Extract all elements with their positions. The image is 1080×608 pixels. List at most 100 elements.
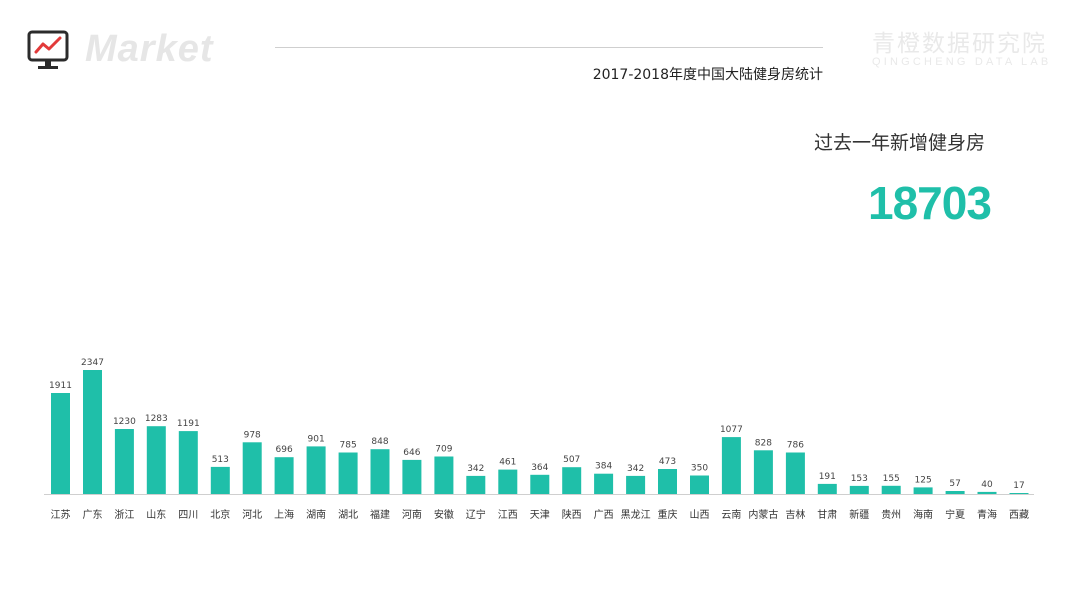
bar xyxy=(146,426,166,494)
stat-label: 过去一年新增健身房 xyxy=(814,132,986,154)
bar xyxy=(498,469,518,494)
category-label: 福建 xyxy=(370,508,390,521)
bar xyxy=(466,475,486,494)
data-label: 125 xyxy=(915,475,932,485)
bar xyxy=(274,457,294,494)
bar xyxy=(51,393,70,494)
bar xyxy=(434,456,454,494)
bar xyxy=(913,487,933,494)
category-label: 山东 xyxy=(146,508,166,521)
bar xyxy=(530,474,550,494)
data-label: 513 xyxy=(212,455,229,465)
data-label: 828 xyxy=(755,438,772,448)
data-label: 507 xyxy=(563,455,580,465)
data-label: 364 xyxy=(531,463,548,473)
bar xyxy=(817,483,837,494)
data-label: 342 xyxy=(627,464,644,474)
category-label: 浙江 xyxy=(114,509,134,521)
category-label: 辽宁 xyxy=(466,508,486,521)
bar xyxy=(785,452,805,494)
bar xyxy=(690,475,709,494)
data-label: 17 xyxy=(1013,481,1024,491)
category-label: 上海 xyxy=(274,508,294,521)
category-label: 宁夏 xyxy=(945,508,965,521)
data-label: 2347 xyxy=(81,358,104,368)
bar xyxy=(881,485,901,494)
bar xyxy=(594,473,614,494)
category-label: 安徽 xyxy=(434,508,454,521)
bar xyxy=(83,370,102,494)
data-label: 461 xyxy=(499,458,516,468)
bar xyxy=(721,437,741,494)
bar xyxy=(945,491,965,494)
chart-title: 2017-2018年度中国大陆健身房统计 xyxy=(592,67,823,83)
bar xyxy=(562,467,582,494)
data-label: 1230 xyxy=(113,417,136,427)
category-label: 湖南 xyxy=(306,508,326,521)
category-label: 内蒙古 xyxy=(748,508,778,521)
category-label: 河南 xyxy=(402,508,422,521)
bar xyxy=(178,431,198,494)
data-label: 155 xyxy=(883,474,900,484)
bar xyxy=(370,449,390,494)
bar xyxy=(626,475,646,494)
data-label: 40 xyxy=(981,480,993,490)
data-label: 57 xyxy=(949,479,960,489)
lab-logo-en: QINGCHENG DATA LAB xyxy=(872,56,1052,68)
data-label: 901 xyxy=(308,434,325,444)
data-label: 646 xyxy=(403,448,420,458)
category-label: 北京 xyxy=(210,508,230,521)
category-label: 陕西 xyxy=(562,508,582,521)
category-label: 江苏 xyxy=(51,508,71,521)
data-label: 785 xyxy=(340,441,357,451)
category-label: 广东 xyxy=(83,508,103,521)
data-label: 153 xyxy=(851,474,868,484)
data-label: 848 xyxy=(371,437,388,447)
category-label: 贵州 xyxy=(881,508,901,521)
data-label: 342 xyxy=(467,464,484,474)
category-label: 西藏 xyxy=(1009,509,1029,521)
category-label: 山西 xyxy=(690,509,710,521)
category-label: 湖北 xyxy=(338,509,358,521)
data-label: 978 xyxy=(244,430,261,440)
category-label: 青海 xyxy=(977,508,997,521)
category-label: 云南 xyxy=(721,508,741,521)
stat-value: 18703 xyxy=(868,177,992,229)
bar xyxy=(849,485,869,494)
bar xyxy=(1009,493,1029,494)
category-label: 黑龙江 xyxy=(621,508,651,521)
data-label: 473 xyxy=(659,457,676,467)
category-label: 吉林 xyxy=(785,508,805,521)
data-label: 786 xyxy=(787,441,804,451)
header-divider xyxy=(275,47,823,48)
brand-wordmark: Market xyxy=(85,28,214,70)
data-label: 350 xyxy=(691,464,708,474)
category-label: 江西 xyxy=(498,509,518,521)
category-label: 河北 xyxy=(242,509,262,521)
bar xyxy=(753,450,773,494)
category-label: 海南 xyxy=(913,508,933,521)
data-label: 1077 xyxy=(720,425,743,435)
category-label: 广西 xyxy=(594,509,614,521)
category-label: 新疆 xyxy=(849,508,869,521)
bar xyxy=(338,452,358,494)
data-label: 696 xyxy=(276,445,293,455)
category-label: 四川 xyxy=(178,510,198,521)
data-label: 384 xyxy=(595,462,612,472)
category-label: 天津 xyxy=(530,509,550,521)
data-label: 191 xyxy=(819,472,836,482)
monitor-chart-icon xyxy=(27,30,69,69)
bar xyxy=(402,459,422,494)
bar xyxy=(977,491,997,494)
data-label: 1911 xyxy=(49,381,72,391)
lab-logo-cn: 青橙数据研究院 xyxy=(872,31,1047,57)
bar xyxy=(114,429,134,494)
bar xyxy=(306,446,326,494)
data-label: 709 xyxy=(435,445,452,455)
bar xyxy=(242,442,262,494)
category-label: 甘肃 xyxy=(817,508,837,521)
category-label: 重庆 xyxy=(658,508,678,521)
data-label: 1191 xyxy=(177,419,200,429)
data-label: 1283 xyxy=(145,414,168,424)
